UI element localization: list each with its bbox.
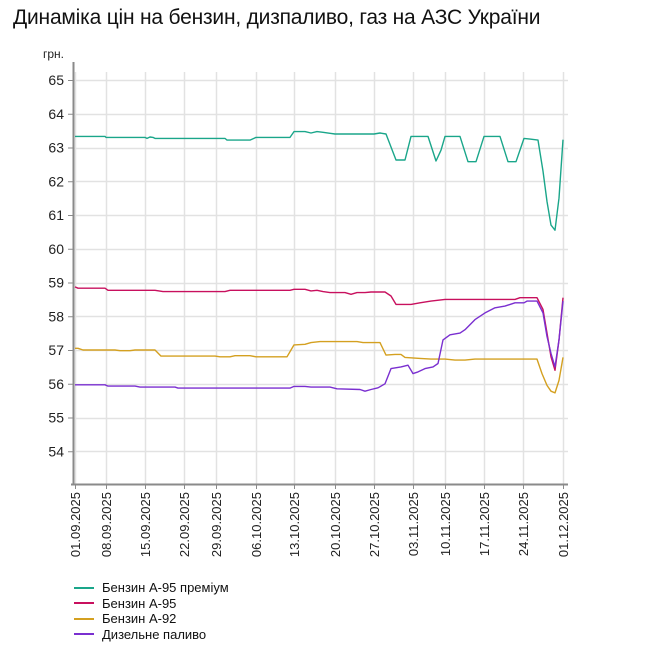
y-tick-label: 58 xyxy=(48,308,64,324)
y-tick-label: 54 xyxy=(48,443,64,459)
x-tick-label: 20.10.2025 xyxy=(328,492,343,557)
y-tick-label: 56 xyxy=(48,376,64,392)
chart-title: Динаміка цін на бензин, дизпаливо, газ н… xyxy=(13,6,541,29)
x-tick-label: 22.09.2025 xyxy=(177,492,192,557)
legend-swatch-icon xyxy=(74,617,94,620)
legend-label: Бензин А-95 xyxy=(102,595,177,611)
y-tick-label: 60 xyxy=(48,241,64,257)
legend-swatch-icon xyxy=(74,586,94,589)
x-tick-label: 24.11.2025 xyxy=(516,492,531,556)
legend-swatch-icon xyxy=(74,633,94,636)
series-lines xyxy=(74,130,564,394)
legend-item-diesel: Дизельне паливо xyxy=(74,627,229,643)
legend-item-a95-premium: Бензин А-95 преміум xyxy=(74,580,229,596)
legend-swatch-icon xyxy=(74,602,94,605)
series-line-0 xyxy=(75,130,564,231)
x-tick-label: 17.11.2025 xyxy=(477,492,492,556)
y-tick-label: 61 xyxy=(48,207,64,223)
legend: Бензин А-95 преміум Бензин А-95 Бензин А… xyxy=(74,580,229,642)
grid xyxy=(73,72,568,484)
x-tick-label: 13.10.2025 xyxy=(287,492,302,557)
y-tick-label: 62 xyxy=(48,173,64,189)
y-tick-label: 55 xyxy=(48,410,64,426)
y-tick-label: 63 xyxy=(48,140,64,156)
x-tick-label: 01.09.2025 xyxy=(68,492,83,557)
y-tick-label: 59 xyxy=(48,275,64,291)
x-tick-label: 06.10.2025 xyxy=(249,492,264,557)
x-tick-label: 29.09.2025 xyxy=(209,492,224,557)
legend-label: Бензин А-92 xyxy=(102,611,177,626)
y-tick-label: 57 xyxy=(48,342,64,358)
series-line-3 xyxy=(75,300,564,392)
legend-item-a92: Бензин А-92 xyxy=(74,611,229,627)
x-tick-label: 27.10.2025 xyxy=(367,492,382,557)
y-tick-label: 64 xyxy=(48,106,64,122)
legend-item-a95: Бензин А-95 xyxy=(74,596,229,612)
x-tick-label: 15.09.2025 xyxy=(138,492,153,557)
series-line-1 xyxy=(74,286,564,371)
legend-label: Дизельне паливо xyxy=(102,626,207,642)
x-tick-label: 10.11.2025 xyxy=(438,492,453,556)
y-tick-label: 65 xyxy=(48,72,64,88)
legend-label: Бензин А-95 преміум xyxy=(102,580,229,595)
x-tick-label: 01.12.2025 xyxy=(556,492,571,557)
axes: грн. 54 55 56 57 58 59 60 61 62 63 64 65 01.09.2025 08… xyxy=(43,47,571,557)
x-tick-label: 03.11.2025 xyxy=(406,492,421,556)
y-axis-unit-label: грн. xyxy=(43,47,64,61)
x-tick-label: 08.09.2025 xyxy=(99,492,114,557)
line-chart: грн. 54 55 56 57 58 59 60 61 62 63 64 65 01.09.2025 08… xyxy=(43,47,571,557)
series-line-2 xyxy=(75,340,564,394)
